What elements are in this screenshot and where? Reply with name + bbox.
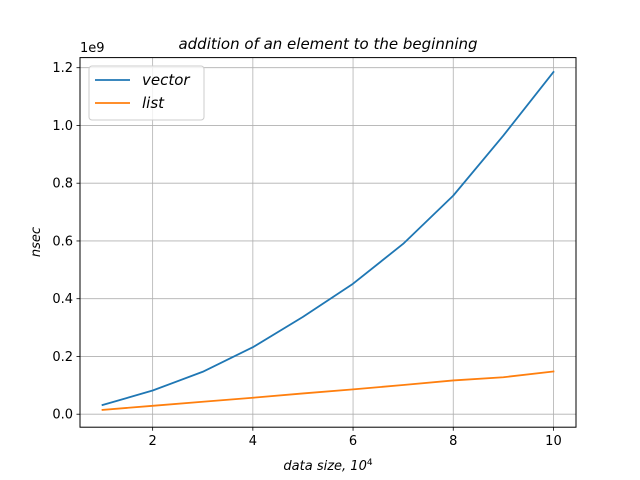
chart-title: addition of an element to the beginning <box>178 35 477 53</box>
y-tick-label: 0.0 <box>52 408 73 423</box>
x-axis-label-text: data size, 10 <box>283 459 366 474</box>
y-tick-label: 0.4 <box>52 292 73 307</box>
legend-label-list: list <box>142 94 165 112</box>
y-tick-label: 0.6 <box>52 234 73 249</box>
x-tick-label: 8 <box>449 434 457 449</box>
x-axis-label: data size, 104 <box>283 458 372 474</box>
x-tick-label: 6 <box>349 434 357 449</box>
series-line-vector <box>101 70 555 407</box>
x-axis: 2 4 6 8 10 <box>149 427 562 449</box>
series-lines <box>101 70 555 411</box>
y-tick-label: 1.2 <box>52 61 73 76</box>
y-axis-label: nsec <box>29 227 44 257</box>
x-tick-label: 10 <box>545 434 562 449</box>
x-tick-label: 2 <box>149 434 157 449</box>
x-axis-label-exponent: 4 <box>367 458 373 468</box>
plot-frame <box>79 57 577 428</box>
y-tick-label: 1.0 <box>52 119 73 134</box>
x-tick-label: 4 <box>249 434 257 449</box>
y-offset-label: 1e9 <box>80 41 105 56</box>
y-tick-label: 0.2 <box>52 350 73 365</box>
y-tick-label: 0.8 <box>52 177 73 192</box>
y-axis: 0.0 0.2 0.4 0.6 0.8 1.0 1.2 <box>52 61 80 423</box>
series-line-list <box>101 370 555 411</box>
legend-label-vector: vector <box>142 71 190 89</box>
legend: vector list <box>88 65 205 121</box>
